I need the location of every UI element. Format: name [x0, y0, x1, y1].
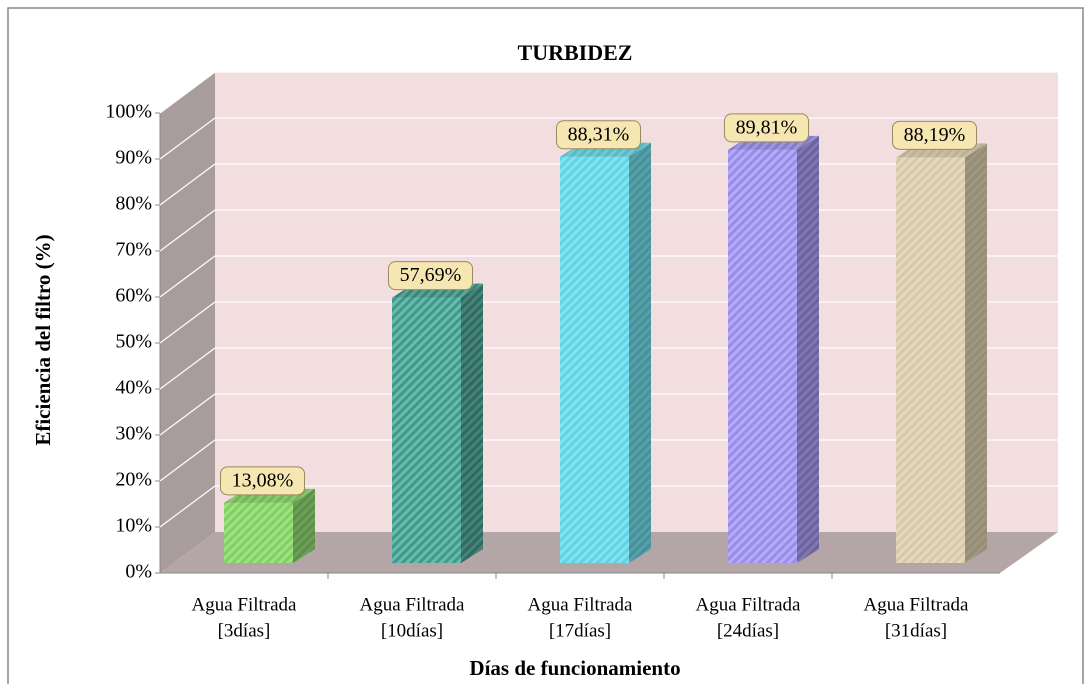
bar-face: [629, 142, 651, 564]
bar-face: [797, 135, 819, 563]
grid-line: [159, 209, 216, 252]
x-tick-label: [31días]: [885, 620, 947, 641]
bar-face: [392, 297, 461, 563]
y-tick-label: 20%: [115, 469, 152, 491]
grid-line: [159, 255, 216, 298]
bar: [560, 142, 651, 564]
data-label: 88,31%: [568, 123, 630, 145]
data-label-box: [556, 120, 641, 150]
y-tick-label: 70%: [115, 239, 152, 261]
bar-face: [560, 156, 629, 564]
bar: [224, 488, 315, 563]
y-tick-label: 100%: [105, 101, 152, 123]
bar-face: [461, 283, 483, 563]
data-label: 13,08%: [232, 469, 294, 491]
grid-line: [159, 117, 216, 160]
data-label: 89,81%: [736, 116, 798, 138]
bar: [896, 143, 987, 564]
bar-face: [224, 502, 293, 563]
x-tick-label: Agua Filtrada: [359, 594, 465, 615]
bar-face: [293, 488, 315, 563]
y-tick-label: 30%: [115, 423, 152, 445]
y-tick-label: 0%: [125, 561, 152, 583]
x-tick-label: [17días]: [549, 620, 611, 641]
y-tick-label: 60%: [115, 285, 152, 307]
grid-line: [159, 71, 216, 114]
x-tick-label: Agua Filtrada: [863, 594, 969, 615]
x-tick-label: [10días]: [381, 620, 443, 641]
x-tick-label: [24días]: [717, 620, 779, 641]
data-label-box: [724, 113, 809, 143]
grid-line: [159, 393, 216, 436]
x-axis-label: Días de funcionamiento: [469, 656, 680, 680]
bar-face: [293, 488, 315, 563]
bar-face: [896, 157, 965, 564]
bar-face: [629, 142, 651, 564]
bar-face: [965, 143, 987, 564]
data-label-box: [388, 261, 473, 291]
y-tick-label: 10%: [115, 515, 152, 537]
grid-line: [159, 347, 216, 390]
x-tick-label: Agua Filtrada: [527, 594, 633, 615]
bar-face: [965, 143, 987, 564]
data-label-box: [220, 466, 305, 496]
data-label-box: [892, 120, 977, 150]
y-tick-label: 90%: [115, 147, 152, 169]
bar-face: [797, 135, 819, 563]
y-tick-label: 80%: [115, 193, 152, 215]
bar-face: [461, 283, 483, 563]
x-tick-label: [3días]: [218, 620, 271, 641]
bar: [392, 283, 483, 563]
y-axis-label: Eficiencia del filtro (%): [31, 234, 55, 445]
x-tick-label: Agua Filtrada: [695, 594, 801, 615]
bar-face: [728, 149, 797, 563]
grid-line: [159, 485, 216, 528]
y-tick-label: 50%: [115, 331, 152, 353]
grid-line: [159, 301, 216, 344]
data-label: 88,19%: [904, 124, 966, 146]
y-tick-label: 40%: [115, 377, 152, 399]
grid-line: [159, 439, 216, 482]
data-label: 57,69%: [400, 264, 462, 286]
chart-title: TURBIDEZ: [518, 40, 633, 65]
x-tick-label: Agua Filtrada: [191, 594, 297, 615]
bar: [728, 135, 819, 563]
grid-line: [159, 163, 216, 206]
